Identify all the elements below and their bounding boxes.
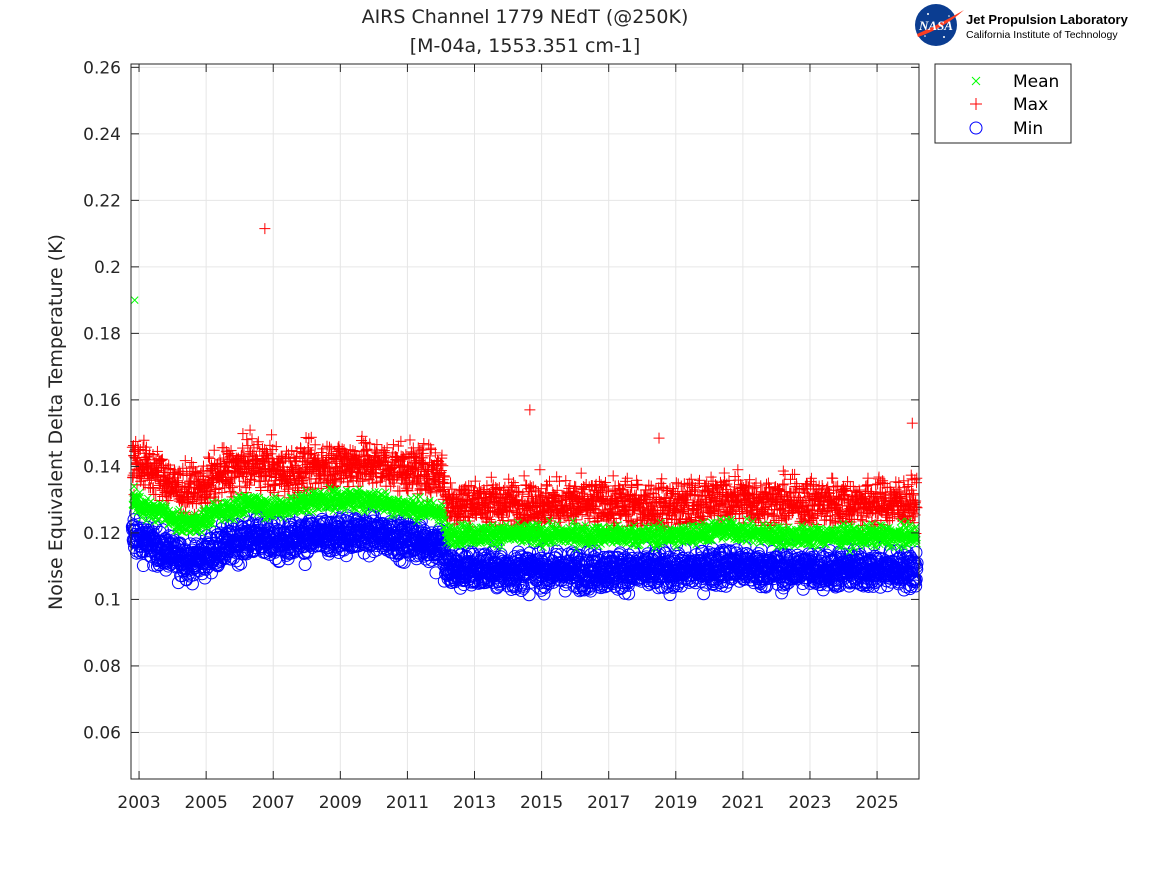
chart-title-line-1: AIRS Channel 1779 NEdT (@250K)	[362, 6, 689, 28]
outlier-point-min	[298, 558, 312, 571]
data-point-max	[632, 479, 644, 491]
data-point-max	[140, 441, 152, 453]
data-point-max	[687, 479, 699, 491]
data-point-max	[424, 450, 436, 462]
data-point-max	[579, 481, 591, 493]
data-point-max	[303, 433, 315, 445]
data-point-max	[175, 467, 187, 479]
data-point-min	[146, 525, 160, 539]
grid	[131, 64, 919, 779]
plot-area	[125, 223, 924, 602]
data-point-max	[436, 449, 448, 461]
data-point-min	[234, 557, 248, 571]
data-point-max	[404, 434, 416, 446]
chart-title-line-2: [M-04a, 1553.351 cm-1]	[410, 35, 641, 57]
data-point-max	[401, 484, 413, 496]
data-point-max	[395, 435, 407, 447]
logo-org-name: Jet Propulsion Laboratory	[966, 12, 1129, 27]
data-point-min	[171, 540, 185, 554]
data-point-max	[518, 470, 530, 482]
data-point-max	[280, 445, 292, 457]
data-point-max	[575, 467, 587, 479]
data-point-max	[553, 475, 565, 487]
data-point-max	[208, 444, 220, 456]
data-point-min	[173, 536, 187, 550]
data-point-min	[185, 577, 199, 591]
data-point-max	[202, 451, 214, 463]
data-point-max	[485, 471, 497, 483]
data-point-min	[171, 576, 185, 590]
logo-org-subtitle: California Institute of Technology	[966, 29, 1118, 41]
series-min	[125, 505, 924, 602]
y-axis-label: Noise Equivalent Delta Temperature (K)	[45, 234, 67, 610]
data-point-min	[697, 587, 711, 601]
data-point-max	[541, 480, 553, 492]
data-point-max	[267, 480, 279, 492]
data-point-min	[136, 559, 150, 573]
jpl-logo: NASA Jet Propulsion Laboratory Californi…	[915, 4, 1129, 46]
nasa-meatball-icon: NASA	[915, 4, 964, 46]
data-point-max	[607, 470, 619, 482]
data-point-max	[387, 439, 399, 451]
data-point-max	[392, 440, 404, 452]
nasa-badge-text: NASA	[918, 18, 953, 33]
data-point-max	[253, 476, 265, 488]
data-point-min	[231, 558, 245, 572]
data-point-max	[179, 455, 191, 467]
data-point-max	[234, 480, 246, 492]
